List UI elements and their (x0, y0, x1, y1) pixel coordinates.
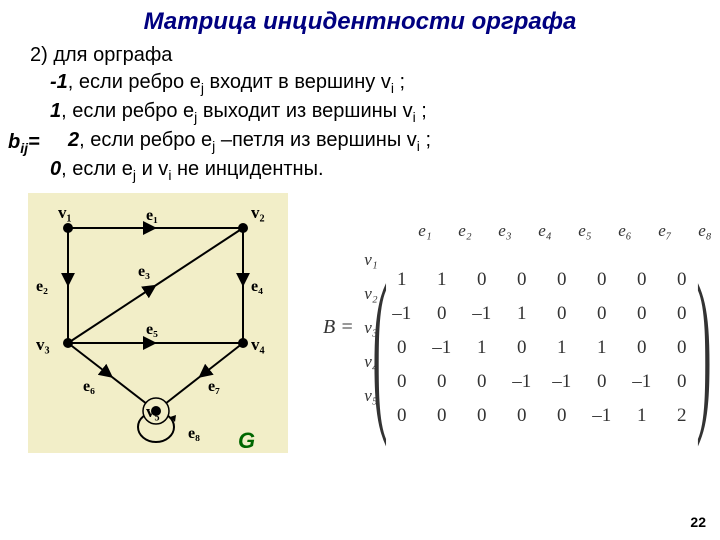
edge-label: e₇ (208, 378, 220, 396)
matrix-cell: 0 (542, 405, 582, 427)
matrix-cell: 0 (422, 303, 462, 325)
matrix-col-header: e₃ (485, 221, 525, 241)
matrix-cell: 0 (622, 337, 662, 359)
edge-label: e₃ (138, 263, 150, 281)
vertex-label: v₂ (251, 203, 265, 223)
matrix-cell: 0 (462, 371, 502, 393)
vertex-label: v₅ (146, 402, 160, 422)
matrix-cell: 1 (462, 337, 502, 359)
bij-label: bij= (8, 129, 40, 158)
def-case: 2, если ребро ej –петля из вершины vi ; (68, 127, 720, 156)
def-case: 0, если ej и vi не инцидентны. (50, 156, 720, 185)
matrix-col-header: e₆ (605, 221, 645, 241)
edge-label: e₈ (188, 425, 200, 443)
matrix-cell: 0 (502, 337, 542, 359)
graph-node (238, 223, 248, 233)
graph-diagram: v₁ v₂ v₃ v₄ v₅ e₁ e₂ e₃ e₄ e₅ e₆ e₇ e₈ G (28, 193, 288, 453)
matrix-row: 11000000 (382, 263, 702, 297)
matrix-cell: –1 (422, 337, 462, 359)
matrix-cell: 0 (462, 405, 502, 427)
matrix-cell: 1 (382, 269, 422, 291)
matrix-cell: 0 (422, 405, 462, 427)
matrix-cell: 0 (622, 303, 662, 325)
matrix-cell: 0 (502, 405, 542, 427)
matrix-cell: 0 (462, 269, 502, 291)
matrix-cell: 0 (382, 371, 422, 393)
matrix-cell: 0 (582, 269, 622, 291)
graph-name: G (238, 428, 255, 454)
page-title: Матрица инцидентности орграфа (0, 0, 720, 36)
edge-label: e₅ (146, 321, 158, 339)
graph-node (238, 338, 248, 348)
matrix-col-header: e₈ (685, 221, 720, 241)
matrix-cell: 0 (422, 371, 462, 393)
matrix-col-header: e₁ (405, 221, 445, 241)
matrix-cell: 1 (622, 405, 662, 427)
matrix-col-header: e₅ (565, 221, 605, 241)
matrix-cell: –1 (542, 371, 582, 393)
edge-label: e₁ (146, 207, 158, 225)
matrix-row: –10–110000 (382, 297, 702, 331)
definition-block: 2) для орграфа bij= -1, если ребро ej вх… (30, 42, 720, 185)
matrix-row: 000–1–10–10 (382, 365, 702, 399)
matrix-cell: 0 (542, 269, 582, 291)
matrix-row: 0–1101100 (382, 331, 702, 365)
matrix-cell: 0 (502, 269, 542, 291)
edge-label: e₆ (83, 378, 95, 396)
vertex-label: v₄ (251, 335, 265, 355)
matrix-cell: –1 (382, 303, 422, 325)
graph-node (63, 338, 73, 348)
incidence-matrix: e₁e₂e₃e₄e₅e₆e₇e₈ B = v₁v₂v₃v₄v₅ ( ) 1100… (323, 223, 702, 453)
matrix-cell: 0 (582, 303, 622, 325)
matrix-cell: 0 (542, 303, 582, 325)
matrix-cell: –1 (622, 371, 662, 393)
def-case: 1, если ребро ej выходит из вершины vi ; (50, 98, 720, 127)
matrix-cell: –1 (502, 371, 542, 393)
def-case: -1, если ребро ej входит в вершину vi ; (50, 69, 720, 98)
edge-label: e₂ (36, 278, 48, 296)
vertex-label: v₁ (58, 203, 72, 223)
vertex-label: v₃ (36, 335, 50, 355)
matrix-cell: 1 (422, 269, 462, 291)
matrix-col-header: e₄ (525, 221, 565, 241)
matrix-col-header: e₂ (445, 221, 485, 241)
matrix-row: 00000–112 (382, 399, 702, 433)
matrix-cell: 0 (382, 405, 422, 427)
matrix-cell: 1 (502, 303, 542, 325)
matrix-col-header: e₇ (645, 221, 685, 241)
matrix-cell: 0 (622, 269, 662, 291)
edge-label: e₄ (251, 278, 263, 296)
matrix-cell: –1 (462, 303, 502, 325)
matrix-cell: 0 (382, 337, 422, 359)
matrix-cell: 1 (582, 337, 622, 359)
matrix-cell: 1 (542, 337, 582, 359)
matrix-cell: 0 (582, 371, 622, 393)
graph-node (63, 223, 73, 233)
matrix-cell: –1 (582, 405, 622, 427)
def-heading: 2) для орграфа (30, 42, 720, 69)
page-number: 22 (690, 514, 706, 530)
